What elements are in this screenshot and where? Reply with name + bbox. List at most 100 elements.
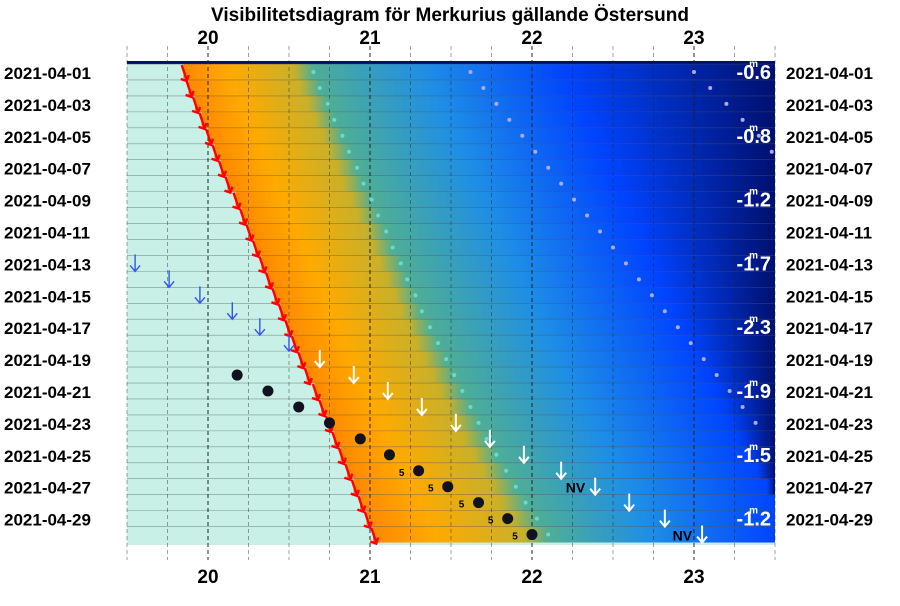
nautical-twilight-dot xyxy=(675,325,680,330)
civil-twilight-dot xyxy=(468,404,473,409)
day-band xyxy=(127,351,301,368)
mercury-position-dot xyxy=(383,449,395,461)
magnitude-label: -0.8 xyxy=(737,126,771,148)
sunset-arrow xyxy=(350,479,360,498)
civil-twilight-dot xyxy=(513,484,518,489)
sunset-arrow xyxy=(318,399,328,418)
civil-twilight-dot xyxy=(436,341,441,346)
civil-twilight-dot xyxy=(504,468,509,473)
civil-twilight-dot xyxy=(413,293,418,298)
date-label-left: 2021-04-09 xyxy=(4,192,91,211)
sunset-arrow xyxy=(343,463,354,482)
mercury-set-arrow xyxy=(254,318,266,337)
magnitude-unit: m xyxy=(749,250,758,261)
nautical-twilight-dot xyxy=(727,389,732,393)
date-label-left: 2021-04-05 xyxy=(4,128,91,147)
mercury-set-arrow xyxy=(129,254,141,273)
nautical-twilight-dot xyxy=(494,101,499,106)
nautical-twilight-dot xyxy=(611,245,615,250)
mercury-set-arrow xyxy=(589,477,601,497)
day-band xyxy=(127,271,268,288)
day-band xyxy=(127,64,184,81)
twilight-band xyxy=(306,367,775,384)
magnitude-unit: m xyxy=(749,187,758,198)
mercury-set-arrow xyxy=(283,334,295,353)
date-label-right: 2021-04-11 xyxy=(786,224,872,243)
astronomical-twilight-dot xyxy=(756,133,761,138)
twilight-band xyxy=(327,414,775,432)
mercury-set-arrow xyxy=(314,350,326,369)
astronomical-twilight-dot xyxy=(740,117,745,122)
twilight-band xyxy=(300,351,775,368)
mercury-set-arrow xyxy=(382,382,394,401)
day-band xyxy=(127,430,335,448)
civil-twilight-dot xyxy=(361,181,366,186)
mercury-position-dot xyxy=(354,433,366,445)
twilight-band xyxy=(274,287,775,304)
civil-twilight-dot xyxy=(534,516,539,521)
sunset-arrow xyxy=(191,96,202,115)
magnitude-label: -1.9 xyxy=(737,381,771,403)
sunset-arrow xyxy=(258,256,268,274)
mercury-position-dot xyxy=(502,513,514,525)
nautical-twilight-dot xyxy=(649,293,654,298)
twilight-band xyxy=(261,255,776,272)
day-band xyxy=(127,414,328,432)
day-band xyxy=(127,143,215,161)
twilight-band xyxy=(242,207,775,225)
nautical-twilight-dot xyxy=(598,229,603,234)
civil-twilight-dot xyxy=(494,452,499,457)
magnitude-unit: m xyxy=(749,59,758,70)
twilight-band xyxy=(293,335,775,352)
twilight-band xyxy=(353,478,775,496)
civil-twilight-dot xyxy=(390,245,395,250)
civil-twilight-dot xyxy=(384,229,389,234)
date-label-right: 2021-04-03 xyxy=(786,96,873,115)
civil-twilight-dot xyxy=(444,357,449,362)
mercury-position-dot xyxy=(473,497,485,509)
sunset-arrow xyxy=(296,351,307,370)
civil-twilight-dot xyxy=(325,101,330,106)
civil-twilight-dot xyxy=(376,213,381,218)
sunset-arrow xyxy=(251,240,262,258)
nautical-twilight-dot xyxy=(559,181,564,186)
civil-twilight-dot xyxy=(427,325,432,330)
nautical-twilight-dot xyxy=(688,341,693,346)
nautical-twilight-dot xyxy=(507,117,512,122)
twilight-band xyxy=(366,510,775,528)
sunset-arrow xyxy=(277,303,288,322)
mercury-set-arrow xyxy=(659,509,671,529)
mercury-position-dot xyxy=(324,417,335,429)
date-label-right: 2021-04-23 xyxy=(786,415,873,434)
date-label-right: 2021-04-05 xyxy=(786,128,873,147)
day-band xyxy=(127,111,202,129)
astronomical-twilight-dot xyxy=(708,85,713,90)
sunset-arrow xyxy=(311,383,322,402)
twilight-band xyxy=(214,143,776,161)
date-label-left: 2021-04-01 xyxy=(4,64,91,83)
nautical-twilight-dot xyxy=(546,165,551,170)
magnitude-unit: m xyxy=(749,378,758,389)
date-label-left: 2021-04-03 xyxy=(4,96,91,115)
mercury-altitude-label: 5 xyxy=(428,484,434,495)
x-tick-bottom: 21 xyxy=(359,567,381,588)
civil-twilight-dot xyxy=(405,277,410,282)
magnitude-unit: m xyxy=(749,123,758,134)
civil-twilight-dot xyxy=(398,261,403,266)
mercury-set-arrow xyxy=(623,493,635,513)
day-band xyxy=(127,510,367,528)
day-band xyxy=(127,319,288,336)
twilight-band xyxy=(360,494,775,512)
nautical-twilight-dot xyxy=(753,420,758,425)
sunset-arrow xyxy=(337,447,347,466)
twilight-band xyxy=(267,271,775,288)
date-label-left: 2021-04-25 xyxy=(4,447,91,466)
magnitude-label: -1.5 xyxy=(737,445,771,467)
day-band xyxy=(127,494,361,512)
day-band xyxy=(127,398,322,416)
date-label-left: 2021-04-29 xyxy=(4,511,91,530)
nautical-twilight-dot xyxy=(585,213,590,218)
civil-twilight-dot xyxy=(452,373,457,378)
twilight-band xyxy=(201,111,775,129)
